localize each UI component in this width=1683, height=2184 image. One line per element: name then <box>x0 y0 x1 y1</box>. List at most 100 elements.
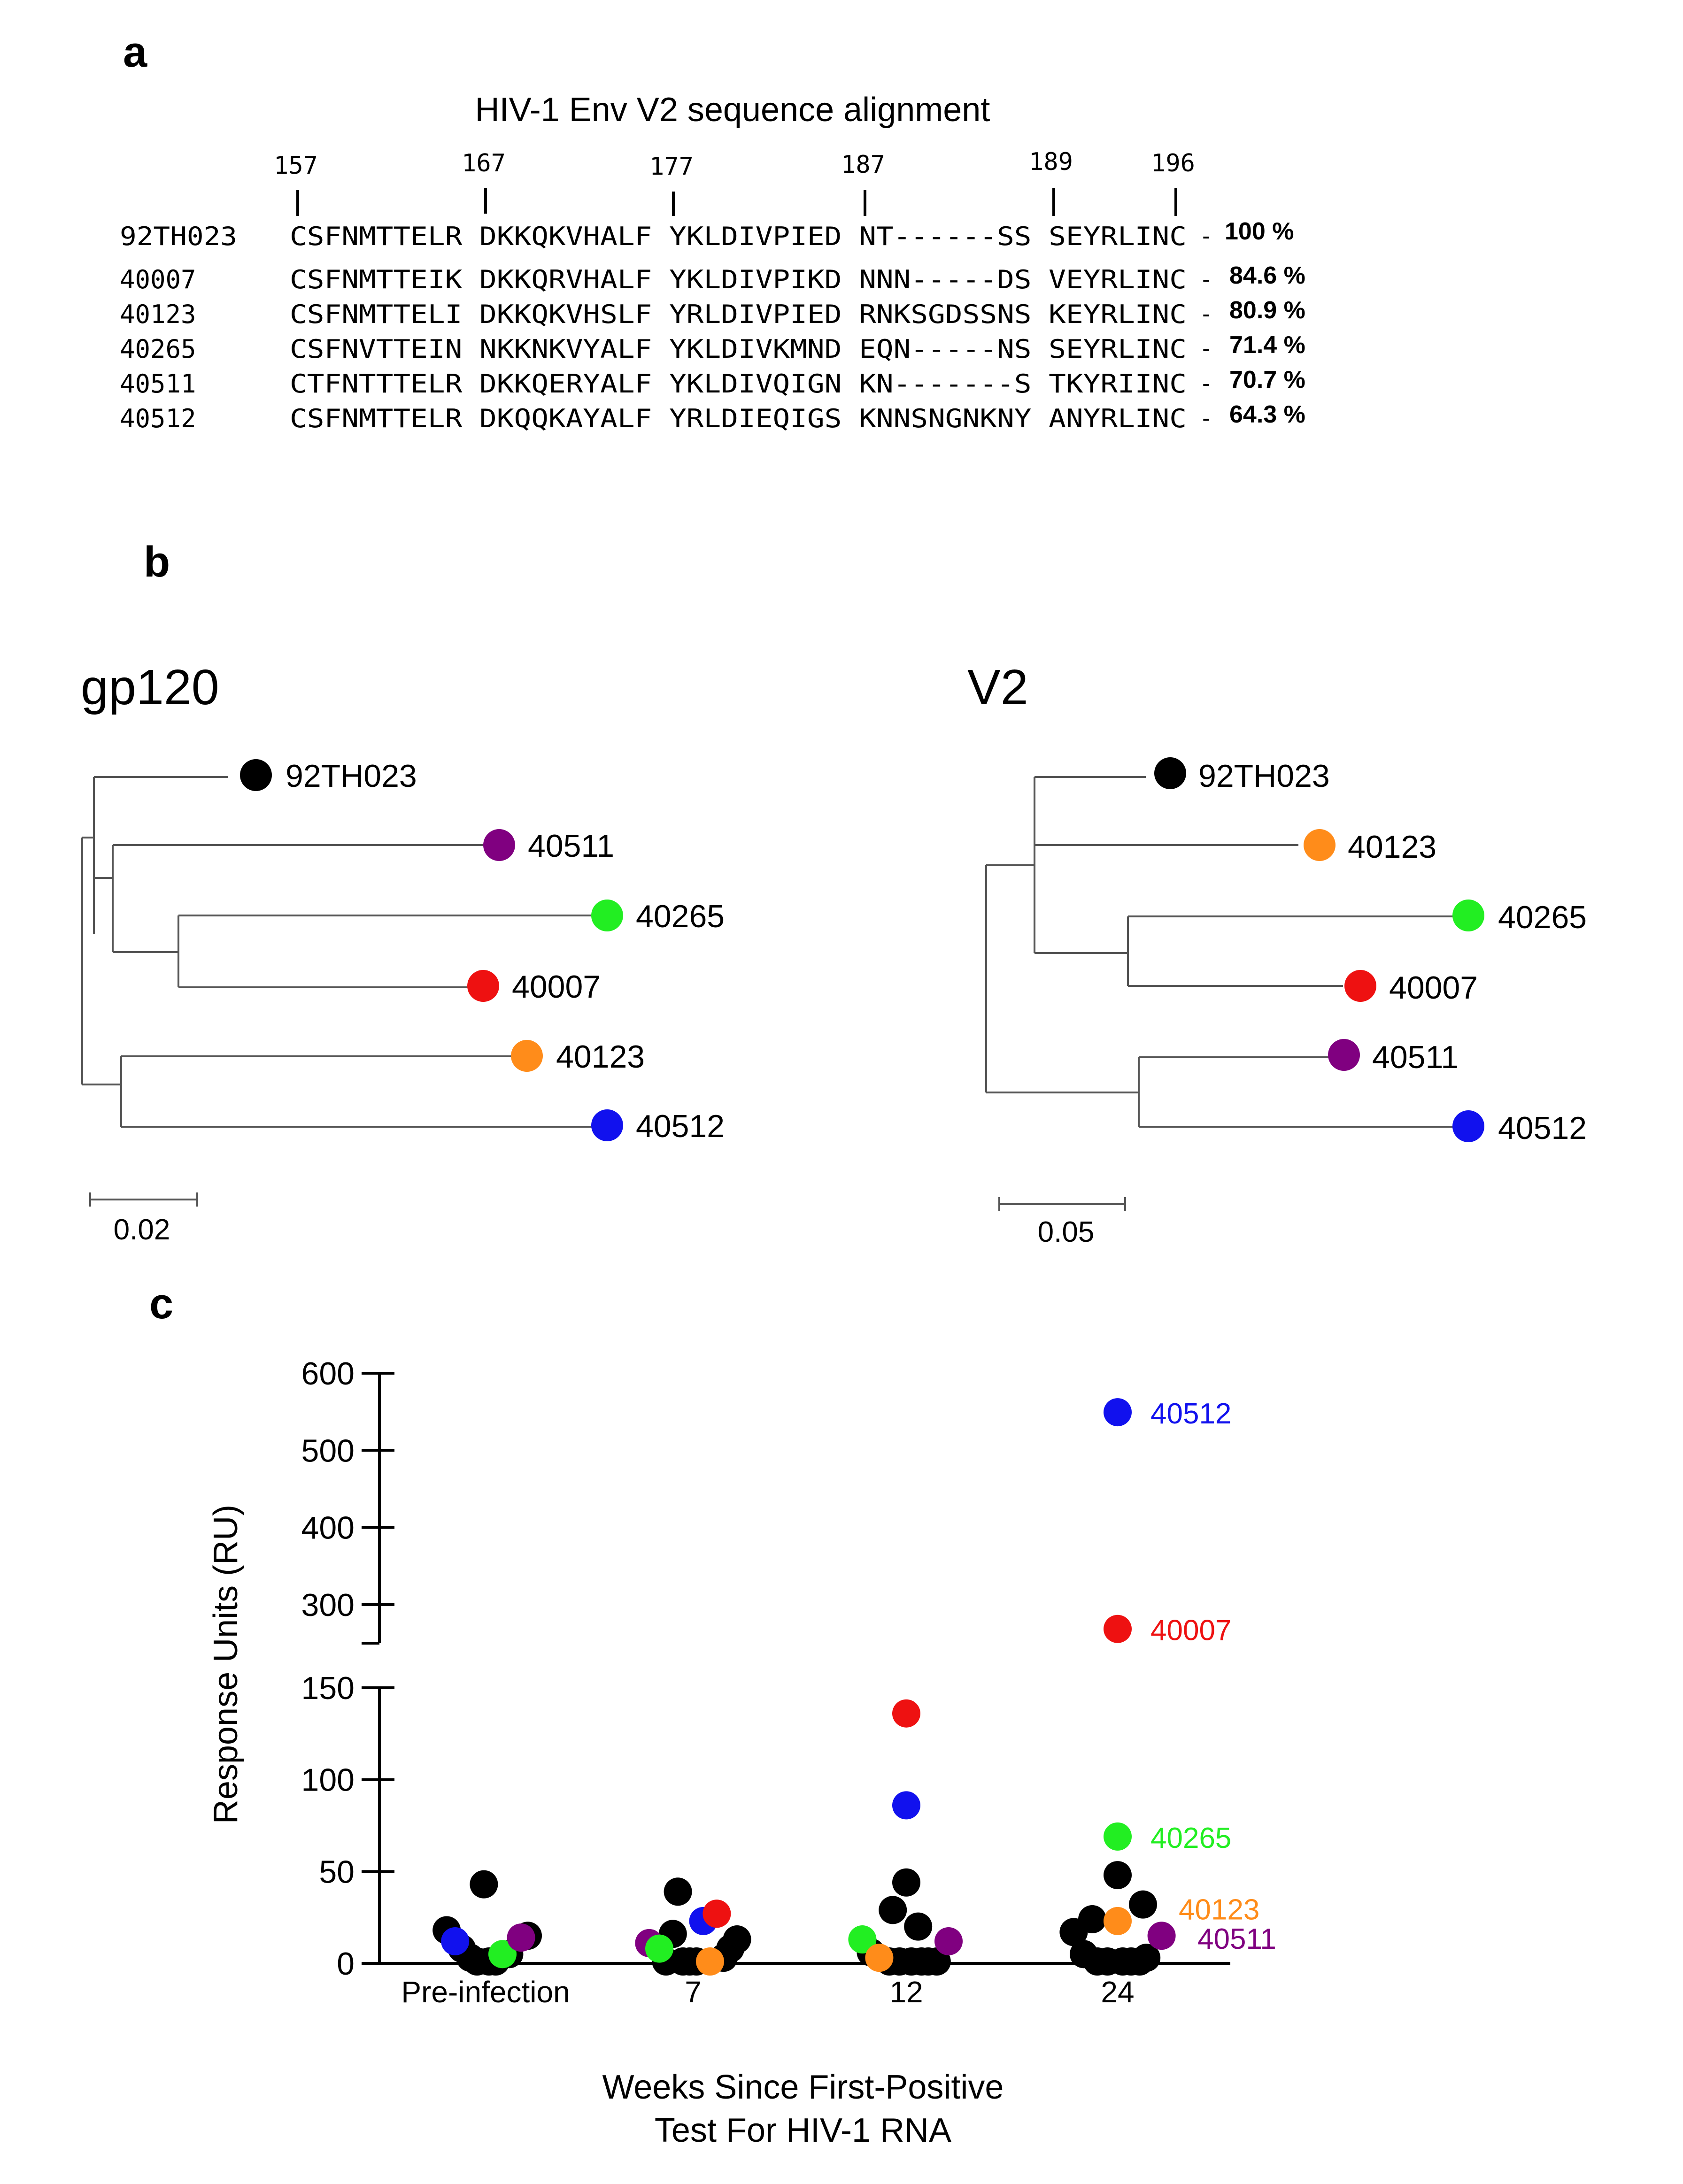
data-point-40511 <box>1147 1922 1176 1950</box>
data-point-40265 <box>1104 1822 1132 1851</box>
identity-dash: - <box>1202 335 1210 362</box>
leaf-marker <box>591 900 623 931</box>
alignment-row: 40512 CSFNMTTELR DKQQKAYALF YRLDIEQIGS K… <box>120 401 1305 433</box>
tree-leaf: 40265 <box>591 899 725 934</box>
scale-bar-line <box>89 1192 198 1207</box>
tree-leaf: 40123 <box>1304 829 1436 865</box>
alignment-row: 92TH023 CSFNMTTELR DKKQKVHALF YKLDIVPIED… <box>120 218 1294 251</box>
leaf-marker <box>1304 829 1336 861</box>
sequence: CSFNMTTELR DKKQKVHALF YKLDIVPIED NT-----… <box>290 222 1187 251</box>
position-label: 196 <box>1151 149 1195 177</box>
x-tick-label: Pre-infection <box>401 1975 570 2009</box>
data-point-40265 <box>645 1934 673 1963</box>
x-tick-label: 24 <box>1101 1975 1134 2009</box>
leaf-label: 40123 <box>1348 829 1436 865</box>
annotation-40511: 40511 <box>1197 1923 1276 1955</box>
alignment-row: 40265 CSFNVTTEIN NKKNKVYALF YKLDIVKMND E… <box>120 331 1305 364</box>
position-markers: 157 167 177 187 189 196 <box>274 148 1195 216</box>
identity-value: 84.6 % <box>1229 262 1305 289</box>
leaf-label: 92TH023 <box>1198 758 1330 794</box>
data-point <box>879 1896 907 1924</box>
sequence: CTFNTTTELR DKKQERYALF YKLDIVQIGN KN-----… <box>290 369 1187 399</box>
identity-dash: - <box>1202 405 1210 432</box>
annotation-40265: 40265 <box>1150 1822 1231 1854</box>
data-point-40007 <box>703 1899 731 1928</box>
tree-leaf: 40265 <box>1452 900 1587 935</box>
tree-leaves: 92TH023 40511 40265 40007 40123 40512 <box>240 758 725 1144</box>
tree-leaf: 40123 <box>511 1039 645 1075</box>
sequence-id: 40007 <box>120 265 196 294</box>
scatter-chart: 0 50 100 150 300 400 500 600 Pre-infection 7 12 24… <box>207 1356 1276 2149</box>
sequence: CSFNMTTELI DKKQKVHSLF YRLDIVPIED RNKSGDS… <box>290 300 1187 329</box>
identity-value: 64.3 % <box>1229 401 1305 428</box>
sequence: CSFNMTTELR DKQQKAYALF YRLDIEQIGS KNNSNGN… <box>290 404 1187 433</box>
leaf-marker <box>1328 1039 1360 1071</box>
leaf-marker <box>467 970 499 1002</box>
leaf-marker <box>1452 900 1484 931</box>
x-ticks: Pre-infection 7 12 24 <box>401 1975 1134 2009</box>
identity-dash: - <box>1202 300 1210 328</box>
alignment-row: 40511 CTFNTTTELR DKKQERYALF YKLDIVQIGN K… <box>120 366 1305 399</box>
data-point <box>664 1877 692 1906</box>
y-axis-label: Response Units (RU) <box>207 1505 245 1824</box>
tree-leaf: 40511 <box>483 828 614 864</box>
data-point <box>1129 1890 1157 1919</box>
tree-title: V2 <box>967 660 1028 715</box>
sequence-id: 40512 <box>120 404 196 433</box>
tree-scale-bar: 0.02 <box>89 1192 198 1246</box>
sequence: CSFNMTTEIK DKKQRVHALF YKLDIVPIKD NNN----… <box>290 265 1187 294</box>
x-axis-label-line2: Test For HIV-1 RNA <box>655 2112 951 2149</box>
leaf-marker <box>1452 1110 1484 1142</box>
panel-c-label: c <box>149 1280 173 1328</box>
tree-title: gp120 <box>81 660 219 715</box>
data-point-40123 <box>696 1947 724 1976</box>
data-point-40123 <box>865 1944 894 1972</box>
data-points <box>432 1398 1176 1976</box>
tree-leaf: 92TH023 <box>240 758 417 794</box>
identity-value: 71.4 % <box>1229 331 1305 359</box>
alignment-rows: 92TH023 CSFNMTTELR DKKQKVHALF YKLDIVPIED… <box>120 218 1305 433</box>
leaf-label: 40511 <box>1372 1039 1459 1075</box>
annotation-40123: 40123 <box>1179 1894 1259 1926</box>
leaf-marker <box>1344 970 1376 1002</box>
leaf-label: 40007 <box>1389 970 1478 1006</box>
identity-value: 70.7 % <box>1229 366 1305 393</box>
leaf-label: 40511 <box>528 828 614 864</box>
identity-value: 100 % <box>1225 218 1294 245</box>
y-ticks: 0 50 100 150 300 400 500 600 <box>301 1356 394 1982</box>
x-tick-label: 12 <box>889 1975 923 2009</box>
chart-axes <box>378 1373 1230 1965</box>
y-tick-label: 300 <box>301 1587 355 1623</box>
leaf-marker <box>483 829 515 861</box>
tree-branches <box>81 776 601 1128</box>
leaf-label: 40265 <box>1498 900 1587 935</box>
position-label: 157 <box>274 152 318 180</box>
scale-bar-label: 0.05 <box>1038 1216 1095 1248</box>
x-tick-label: 7 <box>685 1975 702 2009</box>
leaf-label: 40123 <box>556 1039 645 1075</box>
identity-value: 80.9 % <box>1229 297 1305 324</box>
data-point-40512 <box>441 1927 470 1955</box>
tree-leaf: 40007 <box>1344 970 1478 1006</box>
tree-scale-bar: 0.05 <box>998 1197 1126 1248</box>
sequence-id: 40265 <box>120 334 196 364</box>
leaf-label: 40512 <box>1498 1110 1587 1146</box>
tree-v2: V2 0.05 92TH023 40123 40265 40007 <box>967 660 1587 1248</box>
y-tick-label: 0 <box>337 1946 355 1982</box>
data-point <box>892 1868 920 1897</box>
data-point-40511 <box>934 1927 963 1955</box>
leaf-label: 40007 <box>512 969 601 1005</box>
leaf-label: 40512 <box>636 1108 725 1144</box>
data-point-40512 <box>1104 1398 1132 1427</box>
annotation-40007: 40007 <box>1150 1615 1231 1647</box>
scale-bar-label: 0.02 <box>114 1214 170 1246</box>
leaf-marker <box>240 759 272 791</box>
sequence: CSFNVTTEIN NKKNKVYALF YKLDIVKMND EQN----… <box>290 334 1187 364</box>
identity-dash: - <box>1202 370 1210 397</box>
data-point-40265 <box>488 1940 517 1969</box>
position-label: 177 <box>649 153 694 181</box>
leaf-marker <box>511 1040 543 1072</box>
leaf-label: 40265 <box>636 899 725 934</box>
